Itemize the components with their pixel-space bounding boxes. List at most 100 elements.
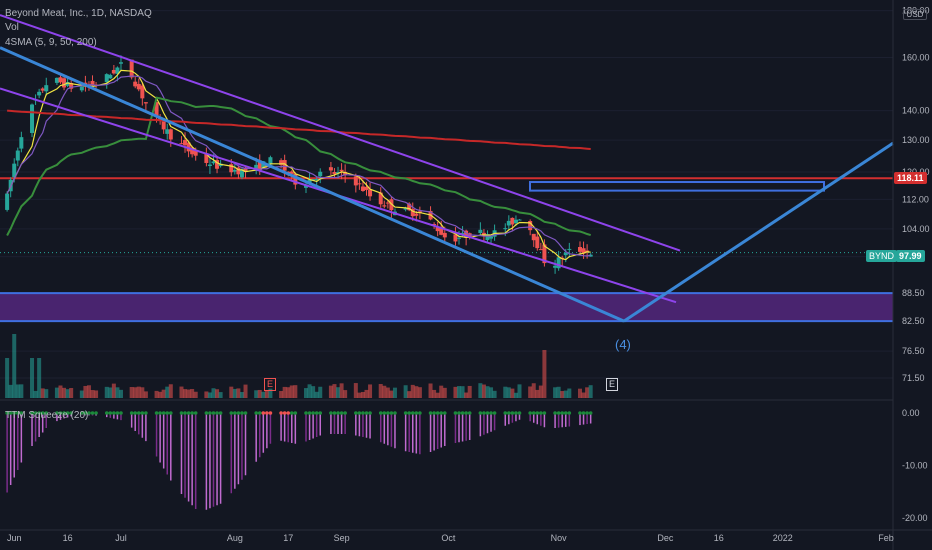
candle-body — [364, 186, 369, 190]
squeeze-dot — [514, 411, 518, 415]
squeeze-dot — [144, 411, 148, 415]
candle-body — [58, 77, 63, 83]
volume-bar — [168, 384, 173, 398]
volume-bar — [503, 386, 508, 398]
candle-body — [464, 230, 469, 238]
squeeze-y-tick-label: -20.00 — [902, 513, 928, 523]
squeeze-dot — [90, 411, 95, 415]
squeeze-dot — [136, 411, 141, 415]
resistance-price-badge: 118.11 — [894, 172, 927, 184]
volume-bar — [108, 387, 113, 398]
squeeze-dot — [410, 411, 415, 415]
squeeze-dot — [265, 411, 269, 415]
volume-bar — [118, 389, 123, 398]
candle-body — [165, 129, 170, 134]
volume-bar — [567, 388, 572, 398]
volume-bar — [585, 387, 590, 398]
volume-bar — [553, 387, 558, 398]
volume-bar — [485, 386, 490, 398]
candle-body — [154, 102, 159, 116]
squeeze-dot — [62, 411, 66, 415]
candle-body — [211, 161, 216, 164]
earnings-marker-nov[interactable]: E — [606, 378, 619, 391]
volume-bar — [293, 385, 298, 398]
volume-bar — [129, 386, 134, 398]
volume-bar — [328, 385, 333, 398]
squeeze-dot — [190, 411, 194, 415]
volume-bar — [385, 387, 390, 398]
squeeze-dot — [12, 411, 17, 415]
squeeze-dot — [165, 411, 170, 415]
volume-bar — [428, 383, 433, 398]
volume-bar — [357, 392, 362, 398]
y-tick-label: 140.00 — [902, 106, 930, 116]
squeeze-dot — [183, 411, 187, 415]
x-tick-label: 16 — [63, 533, 73, 543]
sma-legend: 4SMA (5, 9, 50, 200) — [5, 37, 97, 48]
candle-body — [179, 143, 184, 145]
x-tick-label: Feb — [878, 533, 894, 543]
squeeze-dot — [460, 411, 465, 415]
squeeze-dot — [314, 411, 319, 415]
candle-body — [556, 257, 561, 269]
volume-bar — [154, 390, 159, 398]
candle-body — [407, 203, 412, 211]
volume-legend: Vol — [5, 22, 19, 33]
volume-bar — [83, 385, 88, 398]
squeeze-dot — [517, 411, 522, 415]
volume-bar — [577, 388, 582, 398]
volume-bar — [343, 390, 348, 398]
squeeze-dot — [464, 411, 468, 415]
squeeze-dot — [186, 411, 191, 415]
squeeze-dot — [542, 411, 547, 415]
candle-body — [410, 208, 415, 217]
squeeze-dot — [304, 411, 308, 415]
x-tick-label: Dec — [657, 533, 674, 543]
squeeze-dot — [115, 411, 120, 415]
volume-bar — [115, 387, 120, 398]
volume-bar — [111, 383, 116, 398]
squeeze-dot — [243, 411, 248, 415]
candle-body — [503, 228, 508, 230]
volume-bar — [506, 387, 511, 398]
volume-bar — [140, 387, 145, 398]
volume-bar — [30, 358, 35, 398]
volume-bar — [204, 391, 209, 398]
squeeze-dot — [528, 411, 532, 415]
squeeze-dot — [467, 411, 472, 415]
candle-body — [168, 129, 173, 140]
symbol-title: Beyond Meat, Inc., 1D, NASDAQ — [5, 8, 152, 19]
y-tick-label: 130.00 — [902, 135, 930, 145]
candle-body — [268, 157, 273, 165]
volume-bar — [528, 386, 533, 398]
x-tick-label: Sep — [334, 533, 350, 543]
y-tick-label: 120.00 — [902, 167, 930, 177]
candle-body — [215, 160, 220, 169]
volume-bar — [279, 391, 284, 398]
volume-bar — [65, 389, 70, 398]
x-tick-label: 17 — [283, 533, 293, 543]
candle-body — [232, 170, 237, 172]
squeeze-dot — [240, 411, 244, 415]
volume-bar — [190, 389, 195, 398]
squeeze-dot — [556, 411, 561, 415]
earnings-marker-aug[interactable]: E — [264, 378, 277, 391]
candle-body — [190, 147, 195, 155]
volume-bar — [261, 391, 266, 398]
candle-body — [129, 59, 134, 78]
volume-bar — [158, 391, 163, 398]
volume-bar — [464, 392, 469, 398]
candle-body — [40, 88, 45, 91]
squeeze-dot — [87, 411, 91, 415]
volume-bar — [183, 389, 188, 398]
squeeze-dot — [482, 411, 486, 415]
candle-body — [37, 91, 42, 96]
y-tick-label: 88.50 — [902, 288, 925, 298]
volume-bar — [211, 388, 216, 398]
volume-bar — [90, 390, 95, 398]
squeeze-dot — [40, 411, 45, 415]
candle-body — [339, 169, 344, 172]
candle-body — [332, 172, 337, 175]
volume-bar — [268, 388, 273, 398]
